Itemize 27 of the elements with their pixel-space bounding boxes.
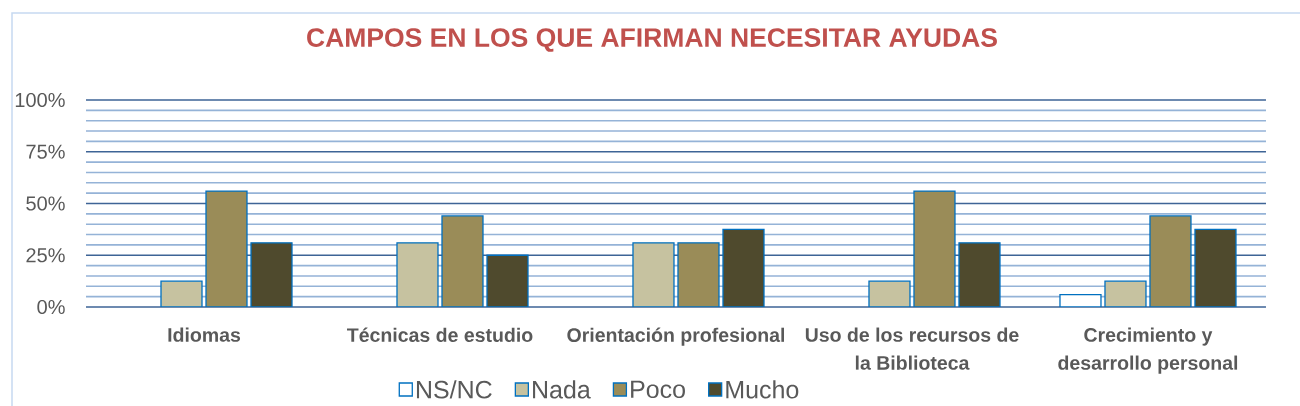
y-tick-label: 100% <box>15 92 65 108</box>
y-tick-label: 75% <box>26 144 65 159</box>
legend-label: Nada <box>533 380 591 399</box>
bar <box>250 242 293 307</box>
y-tick-label: 0% <box>37 299 65 315</box>
x-tick-label: Técnicas de estudio <box>347 327 533 343</box>
y-tick-label: 25% <box>26 248 65 263</box>
legend-label: NS/NC <box>416 380 492 399</box>
bar <box>1149 215 1192 307</box>
bar <box>205 190 248 307</box>
y-tick-label: 50% <box>26 196 65 211</box>
bar <box>1194 228 1237 307</box>
x-tick-label: Crecimiento y desarrollo personal <box>1058 327 1238 374</box>
chart-title: CAMPOS EN LOS QUE AFIRMAN NECESITAR AYUDAS <box>307 28 997 52</box>
bar <box>958 242 1001 307</box>
x-tick-label: Idiomas <box>168 327 241 342</box>
bar <box>486 254 529 307</box>
bar <box>441 215 484 307</box>
bar <box>677 242 720 307</box>
legend-label: Mucho <box>726 380 799 399</box>
x-tick-label: Uso de los recursos de la Biblioteca <box>805 327 1019 370</box>
bar <box>913 190 956 307</box>
legend-label: Poco <box>631 380 685 399</box>
x-tick-label: Orientación profesional <box>567 327 785 346</box>
bar <box>632 242 675 307</box>
bar <box>722 228 765 307</box>
bar <box>396 242 439 307</box>
